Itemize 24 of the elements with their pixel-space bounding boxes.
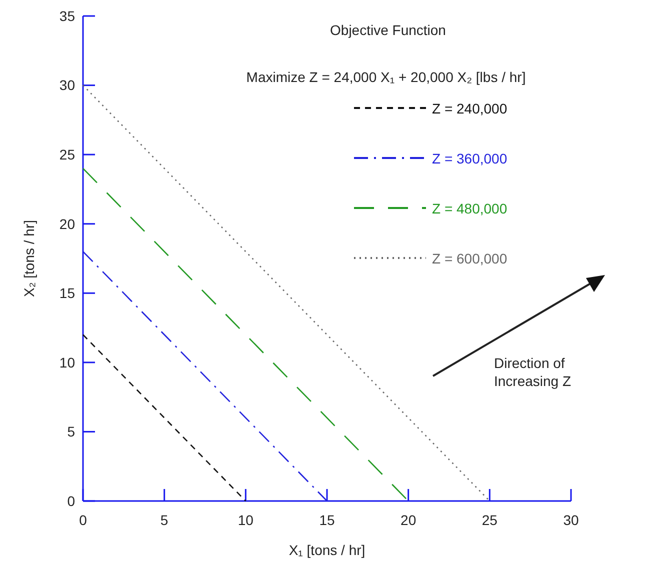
y-tick-label: 10 [59,354,76,370]
x-tick-label: 30 [563,512,579,528]
text: Z = 360,000 [432,150,508,167]
text: Z = 240,000 [432,100,508,117]
x-tick-label: 25 [482,512,498,528]
x-axis-title: X₁ [tons / hr] [288,542,366,558]
x-tick-label: 5 [160,512,168,528]
y-tick-label: 20 [59,216,76,232]
y-tick-label: 35 [59,8,76,24]
x-tick-label: 0 [79,512,88,528]
annotation: Maximize Z = 24,000 X₁ + 20,000 X₂ [lbs / hr] [246,69,526,85]
y-axis-title: X₂ [tons / hr] [21,220,37,298]
y-tick-label: 0 [67,492,76,509]
x-tick-label: 10 [238,512,254,528]
y-tick-label: 30 [59,77,76,94]
y-tick-label: 25 [59,146,76,162]
y-tick-label: 15 [59,285,76,302]
y-tick-label: 5 [67,424,76,440]
annotation: Direction of Increasing Z [494,355,572,390]
text: Z = 480,000 [432,200,508,217]
x-tick-label: 20 [400,512,416,528]
text: Z = 600,000 [432,250,508,267]
annotation: Objective Function [330,22,446,38]
x-tick-label: 15 [319,512,335,528]
